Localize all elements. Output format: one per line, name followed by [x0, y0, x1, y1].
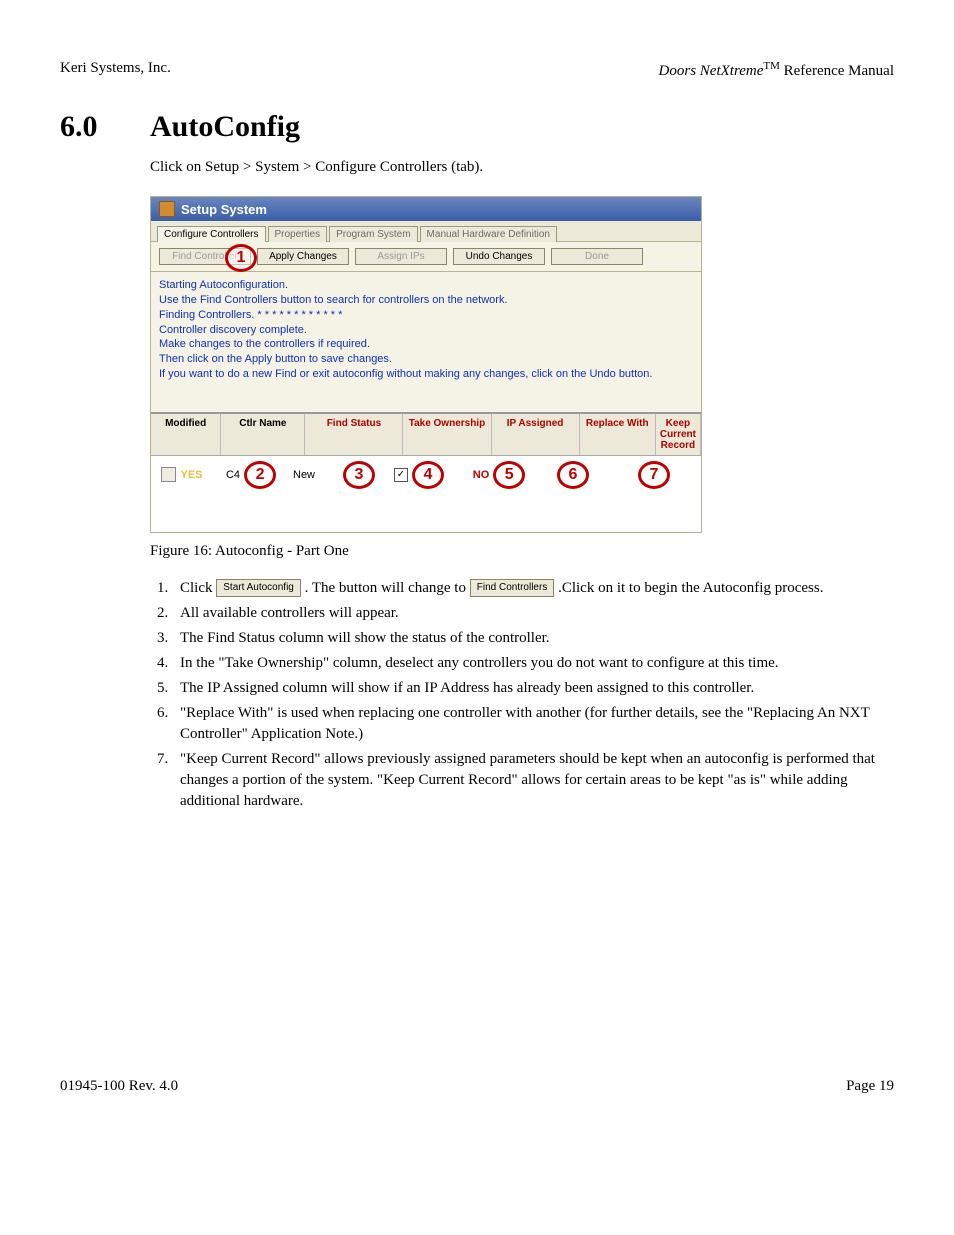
tab-configure-controllers[interactable]: Configure Controllers	[157, 226, 266, 242]
msg-line: Make changes to the controllers if requi…	[159, 337, 693, 352]
th-replace-with: Replace With	[580, 414, 656, 455]
window-title: Setup System	[181, 202, 267, 217]
step-3: The Find Status column will show the sta…	[172, 628, 894, 649]
callout-1: 1	[225, 244, 257, 272]
table-row: YES C4 2 New 3 ✓ 4	[151, 456, 701, 492]
tab-manual-hardware-definition[interactable]: Manual Hardware Definition	[420, 226, 557, 242]
take-ownership-checkbox[interactable]: ✓	[394, 468, 408, 482]
th-take-ownership: Take Ownership	[403, 414, 491, 455]
section-number: 6.0	[60, 110, 150, 144]
callout-2: 2	[244, 461, 276, 489]
cell-take-ownership: ✓ 4	[379, 458, 459, 492]
window-titlebar: Setup System	[151, 197, 701, 221]
assign-ips-button[interactable]: Assign IPs	[355, 248, 447, 265]
done-button[interactable]: Done	[551, 248, 643, 265]
step-1: Click Start Autoconfig . The button will…	[172, 578, 894, 599]
modified-value: YES	[180, 469, 202, 481]
callout-5: 5	[493, 461, 525, 489]
ctlr-name-value: C4	[226, 469, 240, 481]
ip-assigned-value: NO	[473, 469, 490, 481]
callout-6: 6	[557, 461, 589, 489]
intro-text: Click on Setup > System > Configure Cont…	[150, 159, 894, 176]
msg-line: Starting Autoconfiguration.	[159, 278, 693, 293]
step-1-text-c: .Click on it to begin the Autoconfig pro…	[558, 580, 823, 596]
step-4: In the "Take Ownership" column, deselect…	[172, 653, 894, 674]
th-modified: Modified	[151, 414, 221, 455]
steps-list: Click Start Autoconfig . The button will…	[150, 578, 894, 812]
figure-caption: Figure 16: Autoconfig - Part One	[150, 543, 894, 560]
th-keep-current-record: Keep Current Record	[656, 414, 701, 455]
cell-ip-assigned: NO 5	[459, 458, 539, 492]
cell-replace-with: 6	[539, 458, 607, 492]
table-header: Modified Ctlr Name Find Status Take Owne…	[151, 414, 701, 456]
th-ip-assigned: IP Assigned	[492, 414, 580, 455]
table-empty-area	[151, 492, 701, 532]
tabs-row: Configure Controllers Properties Program…	[151, 221, 701, 242]
manual-suffix: Reference Manual	[780, 63, 894, 79]
step-7: "Keep Current Record" allows previously …	[172, 749, 894, 812]
msg-line: Finding Controllers. * * * * * * * * * *…	[159, 308, 693, 323]
doc-id: 01945-100 Rev. 4.0	[60, 1078, 178, 1095]
step-6: "Replace With" is used when replacing on…	[172, 703, 894, 745]
tab-program-system[interactable]: Program System	[329, 226, 417, 242]
manual-title: Doors NetXtremeTM Reference Manual	[659, 60, 894, 80]
step-1-text-a: Click	[180, 580, 216, 596]
setup-system-window: Setup System Configure Controllers Prope…	[150, 196, 702, 533]
undo-changes-button[interactable]: Undo Changes	[453, 248, 545, 265]
callout-3: 3	[343, 461, 375, 489]
product-name: Doors NetXtreme	[659, 63, 764, 79]
callout-7: 7	[638, 461, 670, 489]
step-5: The IP Assigned column will show if an I…	[172, 678, 894, 699]
callout-4: 4	[412, 461, 444, 489]
tab-properties[interactable]: Properties	[268, 226, 328, 242]
cell-keep-current-record: 7	[607, 458, 701, 492]
cell-ctlr-name: C4 2	[213, 458, 289, 492]
msg-line: Controller discovery complete.	[159, 323, 693, 338]
cell-find-status: New 3	[289, 458, 379, 492]
row-menu-icon[interactable]	[161, 467, 176, 482]
msg-line: Use the Find Controllers button to searc…	[159, 293, 693, 308]
th-find-status: Find Status	[305, 414, 403, 455]
start-autoconfig-inline-button: Start Autoconfig	[216, 579, 301, 597]
page-number: Page 19	[846, 1078, 894, 1095]
trademark-symbol: TM	[763, 60, 780, 72]
controllers-table: Modified Ctlr Name Find Status Take Owne…	[151, 412, 701, 532]
section-title: AutoConfig	[150, 110, 300, 143]
step-1-text-b: . The button will change to	[305, 580, 470, 596]
msg-line: If you want to do a new Find or exit aut…	[159, 367, 693, 382]
window-icon	[159, 201, 175, 217]
th-ctlr-name: Ctlr Name	[221, 414, 305, 455]
find-controllers-inline-button: Find Controllers	[470, 579, 555, 597]
message-area: Starting Autoconfiguration. Use the Find…	[151, 272, 701, 412]
apply-changes-button[interactable]: Apply Changes	[257, 248, 349, 265]
find-status-value: New	[293, 469, 315, 481]
cell-modified: YES	[151, 458, 213, 492]
company-name: Keri Systems, Inc.	[60, 60, 171, 80]
step-2: All available controllers will appear.	[172, 603, 894, 624]
toolbar: Find Controller Apply Changes Assign IPs…	[151, 242, 701, 272]
section-heading: 6.0AutoConfig	[60, 110, 894, 144]
msg-line: Then click on the Apply button to save c…	[159, 352, 693, 367]
